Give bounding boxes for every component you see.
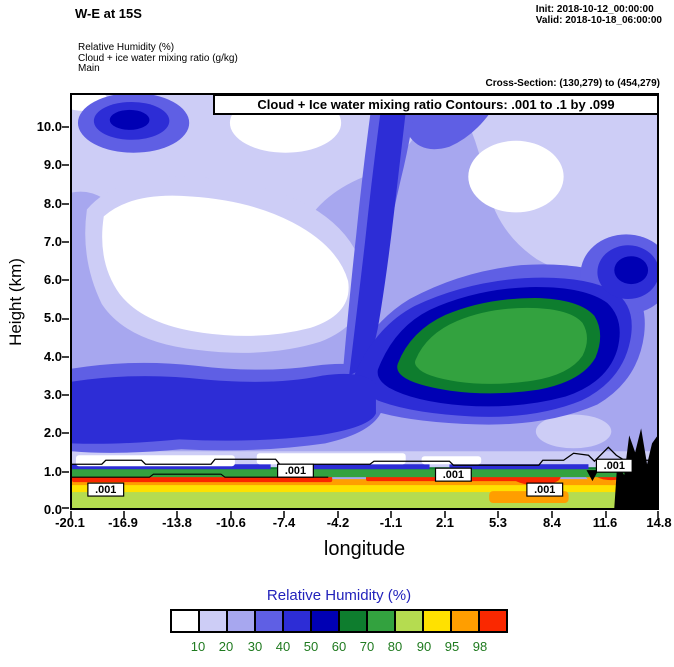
plot-area: .001 .001 .001 .001 .001: [70, 93, 659, 510]
y-tick-label: 4.0: [43, 349, 62, 364]
legend-tick-label: 70: [359, 639, 375, 654]
cross-section-coords: Cross-Section: (130,279) to (454,279): [485, 78, 660, 89]
colorbar-cell: [228, 611, 256, 631]
y-tick-label: 8.0: [43, 196, 62, 211]
y-tick-label: 3.0: [43, 387, 62, 402]
x-tick-label: -10.6: [216, 515, 246, 530]
colorbar-cell: [340, 611, 368, 631]
y-axis-ticks: [62, 126, 69, 509]
contour-plot-canvas: .001 .001 .001 .001 .001: [72, 95, 657, 508]
legend-tick-label: 30: [247, 639, 263, 654]
legend-tick-label: 80: [387, 639, 403, 654]
colorbar-cell: [480, 611, 506, 631]
x-tick-label: -4.2: [326, 515, 350, 530]
contour-label: .001: [534, 484, 555, 496]
y-tick-label: 1.0: [43, 464, 62, 479]
x-tick-label: 14.8: [646, 515, 672, 530]
contour-label: .001: [604, 460, 625, 472]
y-tick-label: 10.0: [36, 119, 62, 134]
valid-time: Valid: 2018-10-18_06:00:00: [535, 15, 662, 26]
colorbar-cell: [424, 611, 452, 631]
y-tick-label: 0.0: [43, 502, 62, 517]
init-time: Init: 2018-10-12_00:00:00: [535, 4, 654, 15]
x-axis-title: longitude: [323, 538, 406, 560]
y-axis-title: Height (km): [6, 258, 25, 346]
colorbar-cell: [452, 611, 480, 631]
x-tick-label: -7.4: [272, 515, 296, 530]
contour-label: .001: [285, 465, 306, 477]
x-tick-label: 11.6: [592, 515, 618, 530]
x-axis-ticks: [70, 511, 659, 518]
x-tick-label: -20.1: [55, 515, 85, 530]
contour-note: Cloud + Ice water mixing ratio Contours:…: [213, 94, 659, 115]
contour-label-boxes: .001 .001 .001 .001 .001: [87, 458, 633, 497]
colorbar: [170, 609, 508, 633]
contour-label: .001: [443, 469, 464, 481]
field-line-cloud: Cloud + ice water mixing ratio (g/kg): [78, 52, 238, 64]
y-tick-label: 7.0: [43, 234, 62, 249]
legend-tick-label: 95: [444, 639, 460, 654]
x-tick-label: 5.3: [488, 515, 508, 530]
legend-tick-label: 90: [416, 639, 432, 654]
colorbar-cell: [368, 611, 396, 631]
x-tick-label: 2.1: [435, 515, 455, 530]
y-tick-label: 6.0: [43, 272, 62, 287]
legend-tick-label: 60: [331, 639, 347, 654]
colorbar-cell: [256, 611, 284, 631]
x-tick-label: -1.1: [379, 515, 403, 530]
x-tick-label: -16.9: [108, 515, 138, 530]
legend-tick-label: 10: [190, 639, 206, 654]
legend-tick-label: 40: [275, 639, 291, 654]
field-list: Relative Humidity (%) Cloud + ice water …: [78, 42, 238, 75]
terrain-profile: [614, 428, 657, 508]
colorbar-cell: [284, 611, 312, 631]
terrain-marker-triangle: [586, 470, 599, 482]
colorbar-cell: [396, 611, 424, 631]
cloud-contour-lines: [72, 446, 657, 478]
legend-tick-label: 50: [303, 639, 319, 654]
midlevel-moist-core-inner: [414, 307, 587, 384]
field-line-rh: Relative Humidity (%): [78, 42, 175, 53]
contour-label: .001: [95, 484, 116, 496]
x-tick-label: -13.8: [162, 515, 192, 530]
legend-tick-label: 20: [218, 639, 234, 654]
legend-title: Relative Humidity (%): [266, 587, 412, 604]
colorbar-cell: [312, 611, 340, 631]
rh-filled-contours: [72, 95, 657, 508]
page-title: W-E at 15S: [75, 6, 142, 21]
legend-tick-label: 98: [472, 639, 488, 654]
y-tick-label: 5.0: [43, 310, 62, 325]
y-tick-label: 2.0: [43, 425, 62, 440]
init-valid-block: Init: 2018-10-12_00:00:00 Valid: 2018-10…: [536, 4, 662, 26]
colorbar-cell: [200, 611, 228, 631]
field-line-domain: Main: [78, 63, 100, 74]
x-tick-label: 8.4: [542, 515, 562, 530]
colorbar-cell: [172, 611, 200, 631]
y-tick-label: 9.0: [43, 157, 62, 172]
